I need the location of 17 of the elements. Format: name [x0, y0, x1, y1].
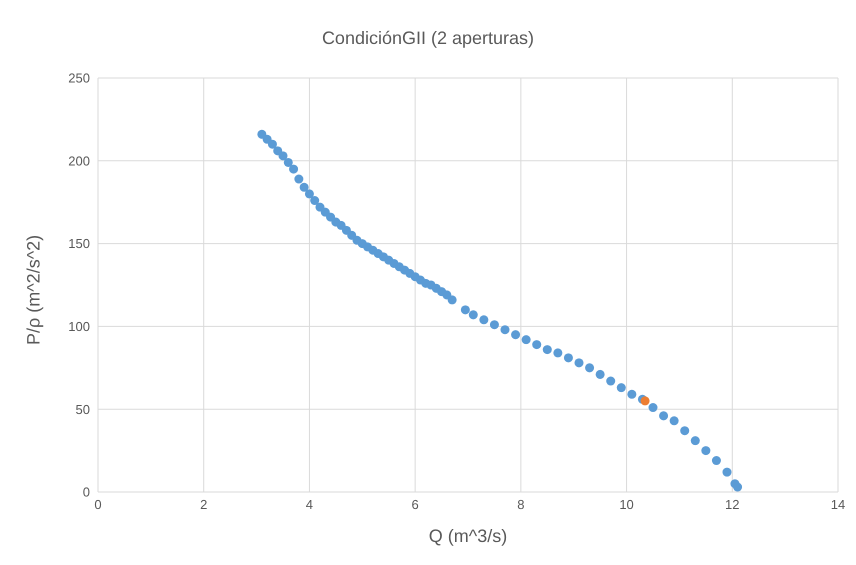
x-tick-label: 2 [200, 497, 208, 512]
x-tick-label: 6 [412, 497, 419, 512]
x-tick-label: 0 [94, 497, 102, 512]
y-tick-label: 200 [68, 153, 90, 168]
x-tick-label: 14 [830, 497, 846, 512]
chart-title: CondiciónGII (2 aperturas) [320, 27, 536, 50]
x-axis-title: Q (m^3/s) [428, 526, 508, 546]
x-tick-label: 10 [619, 497, 634, 512]
y-tick-label: 0 [82, 484, 90, 500]
x-tick-label: 8 [517, 497, 524, 512]
y-tick-label: 150 [68, 236, 90, 252]
y-tick-label: 250 [68, 70, 90, 86]
y-axis-title: P/ρ (m^2/s^2) [23, 234, 44, 345]
x-tick-label: 4 [306, 497, 314, 512]
y-tick-label: 100 [68, 319, 90, 334]
x-tick-label: 12 [725, 497, 740, 512]
y-tick-label: 50 [76, 402, 90, 417]
